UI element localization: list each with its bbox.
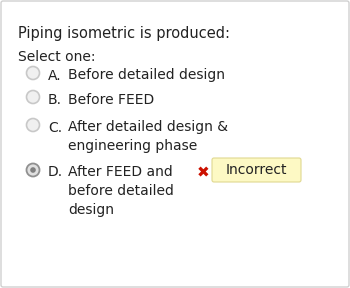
Circle shape <box>27 90 40 103</box>
Circle shape <box>30 167 36 173</box>
Text: B.: B. <box>48 92 62 107</box>
Text: ✖: ✖ <box>197 165 210 180</box>
Circle shape <box>27 67 40 79</box>
Text: Before FEED: Before FEED <box>68 92 154 107</box>
Text: D.: D. <box>48 166 63 179</box>
Text: Incorrect: Incorrect <box>226 163 287 177</box>
Circle shape <box>27 118 40 132</box>
Text: C.: C. <box>48 120 62 134</box>
Text: Before detailed design: Before detailed design <box>68 69 225 82</box>
Text: Select one:: Select one: <box>18 50 96 64</box>
Text: After FEED and
before detailed
design: After FEED and before detailed design <box>68 166 174 217</box>
FancyBboxPatch shape <box>212 158 301 182</box>
Circle shape <box>27 164 40 177</box>
Text: After detailed design &
engineering phase: After detailed design & engineering phas… <box>68 120 228 154</box>
Text: Piping isometric is produced:: Piping isometric is produced: <box>18 26 230 41</box>
Text: A.: A. <box>48 69 62 82</box>
